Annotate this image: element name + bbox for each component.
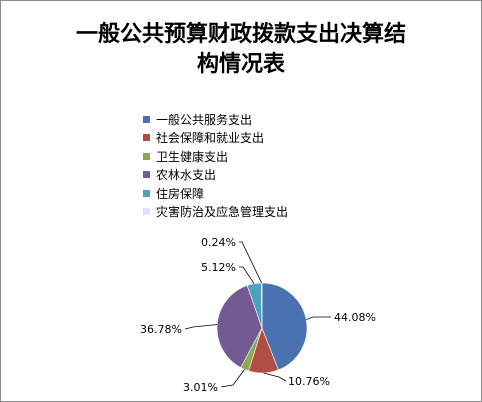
chart-legend: 一般公共服务支出 社会保障和就业支出 卫生健康支出 农林水支出 住房保障 灾害防… xyxy=(143,110,288,221)
chart-title-line-1: 一般公共预算财政拨款支出决算结 xyxy=(75,21,406,47)
legend-item-housing: 住房保障 xyxy=(143,184,288,203)
data-label: 0.24% xyxy=(201,236,236,249)
pie-slice xyxy=(261,282,308,371)
legend-swatch-disaster-prevention xyxy=(143,208,150,216)
legend-item-agriculture: 农林水支出 xyxy=(143,166,288,185)
data-label: 10.76% xyxy=(288,375,330,388)
legend-label-social-security: 社会保障和就业支出 xyxy=(156,131,265,146)
leader-line xyxy=(263,372,287,382)
legend-swatch-agriculture xyxy=(143,171,150,179)
data-label: 5.12% xyxy=(201,261,236,274)
legend-swatch-housing xyxy=(143,189,150,197)
chart-title-line-2: 构情况表 xyxy=(196,51,285,77)
data-label: 44.08% xyxy=(334,311,376,324)
leader-line xyxy=(239,241,263,284)
leader-line xyxy=(184,324,218,330)
legend-label-disaster-prevention: 灾害防治及应急管理支出 xyxy=(156,205,289,220)
pie-slice xyxy=(216,285,263,369)
legend-item-social-security: 社会保障和就业支出 xyxy=(143,129,288,148)
leader-line xyxy=(239,266,255,284)
legend-item-disaster-prevention: 灾害防治及应急管理支出 xyxy=(143,203,288,222)
legend-item-general-public-services: 一般公共服务支出 xyxy=(143,110,288,129)
data-label: 3.01% xyxy=(183,381,218,394)
legend-label-health: 卫生健康支出 xyxy=(156,149,229,164)
legend-swatch-health xyxy=(143,152,150,160)
data-label: 36.78% xyxy=(140,323,182,336)
legend-label-housing: 住房保障 xyxy=(156,186,205,201)
legend-swatch-general-public-services xyxy=(143,115,150,123)
leader-line xyxy=(306,316,331,321)
legend-label-general-public-services: 一般公共服务支出 xyxy=(156,112,253,127)
chart-title: 一般公共预算财政拨款支出决算结 构情况表 xyxy=(1,19,481,79)
leader-line xyxy=(220,369,245,388)
legend-item-health: 卫生健康支出 xyxy=(143,147,288,166)
legend-swatch-social-security xyxy=(143,134,150,142)
legend-label-agriculture: 农林水支出 xyxy=(156,168,217,183)
